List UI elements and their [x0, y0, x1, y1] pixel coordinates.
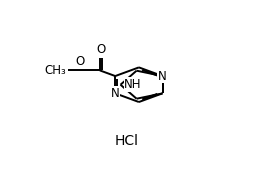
Text: NH: NH: [124, 78, 142, 91]
Text: HCl: HCl: [114, 134, 138, 148]
Text: O: O: [75, 55, 85, 68]
Text: N: N: [111, 87, 120, 100]
Text: N: N: [158, 70, 167, 83]
Text: O: O: [96, 43, 105, 56]
Text: CH₃: CH₃: [45, 64, 67, 77]
